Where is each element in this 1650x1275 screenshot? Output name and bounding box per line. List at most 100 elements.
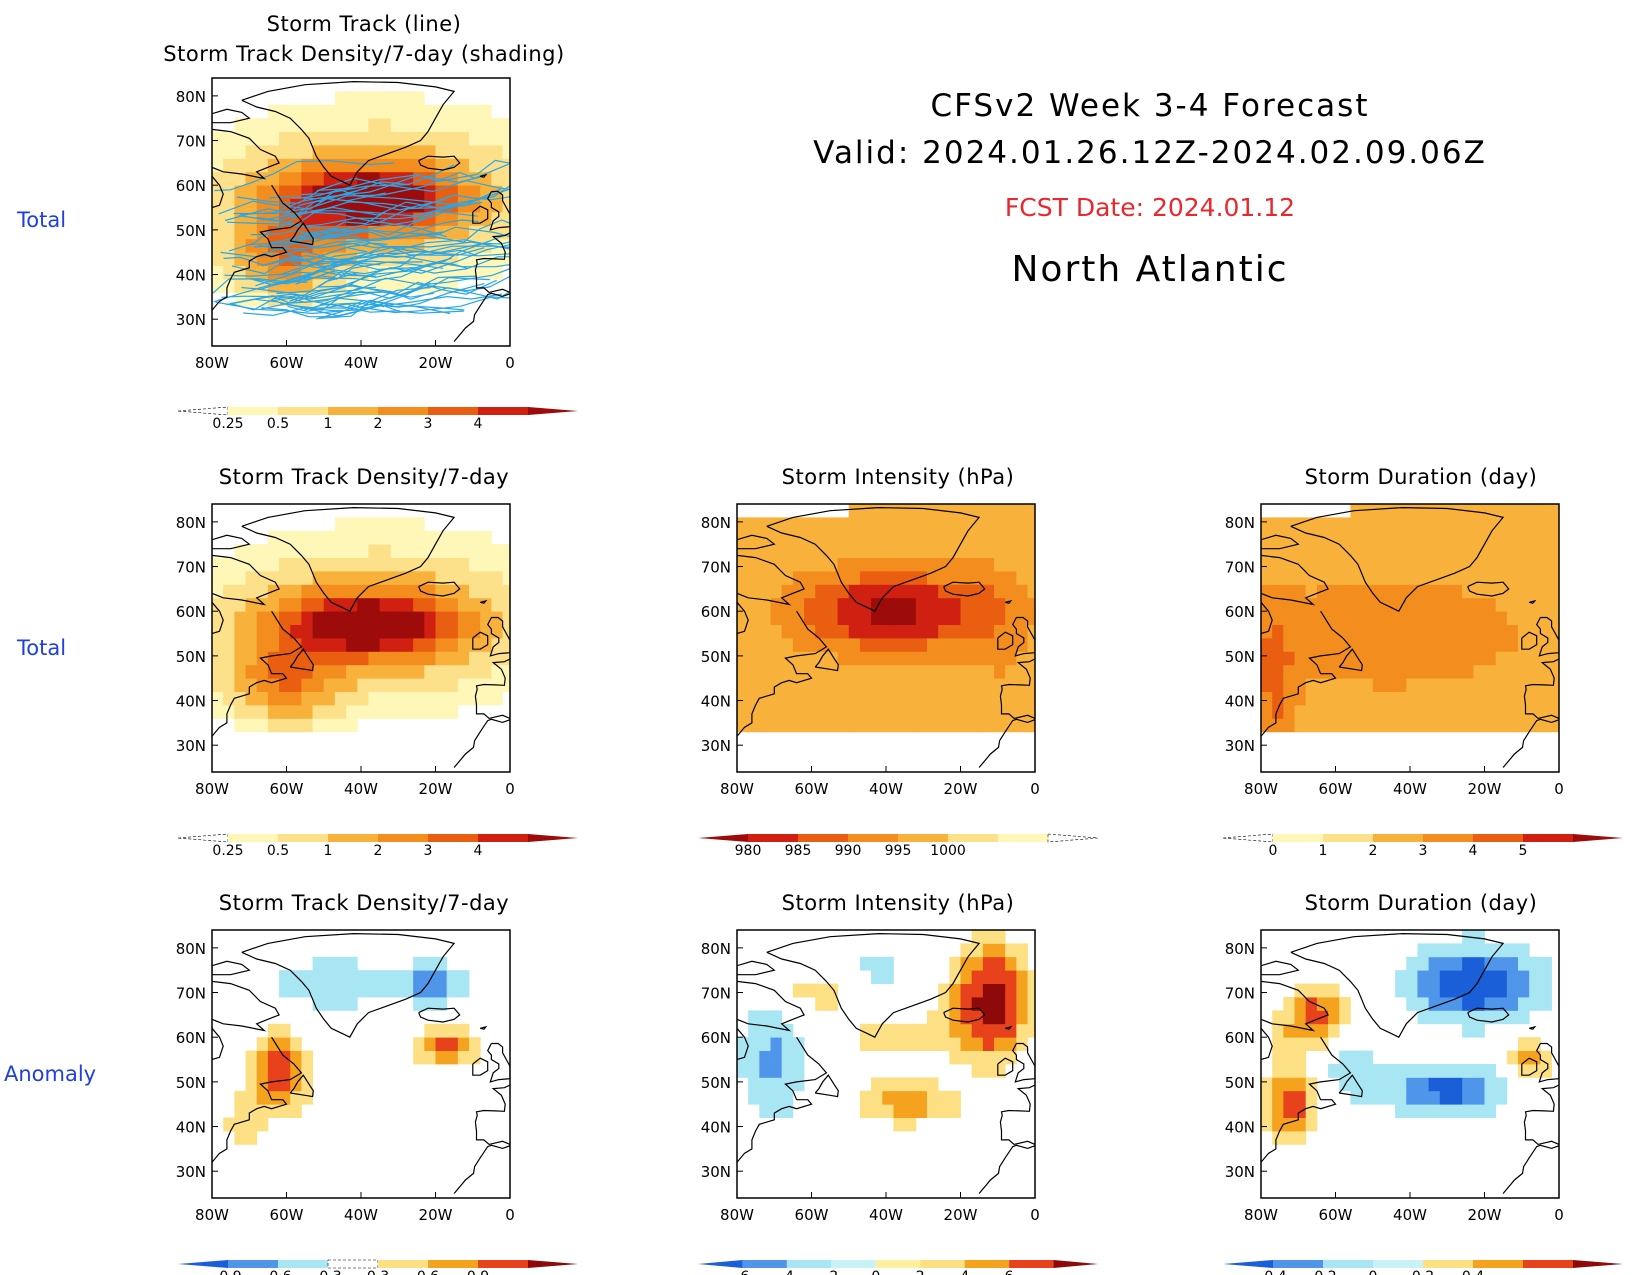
lon-tick-label: 60W	[795, 1206, 829, 1224]
panel1-storm-track-map: 80N 70N 60N 50N 40N 30N 80W 60W 40W 20W 0	[176, 77, 515, 372]
lat-tick-label: 80N	[1225, 514, 1255, 532]
lat-tick-label: 70N	[176, 133, 206, 151]
lat-tick-label: 30N	[176, 737, 206, 755]
lat-tick-label: 80N	[701, 514, 731, 532]
colorbar-swatch	[1373, 1260, 1423, 1268]
panel3-intensity-map: 80N 70N 60N 50N 40N 30N 80W 60W 40W 20W 0	[701, 503, 1040, 798]
colorbar-label: 4	[960, 1269, 969, 1275]
colorbar-label: -4	[780, 1269, 794, 1275]
colorbar-swatch	[228, 407, 278, 415]
lat-tick-label: 60N	[176, 1029, 206, 1047]
valid-period: Valid: 2024.01.26.12Z-2024.02.09.06Z	[813, 135, 1487, 171]
lon-tick-label: 20W	[944, 780, 978, 798]
colorbar-label: 1000	[930, 843, 966, 859]
lon-tick-label: 80W	[720, 1206, 754, 1224]
panel5-title: Storm Track Density/7-day	[218, 891, 510, 915]
colorbar-swatch	[228, 834, 278, 842]
colorbar-swatch	[831, 1260, 876, 1268]
colorbar-label: 985	[785, 843, 812, 859]
colorbar-label: 2	[374, 843, 383, 859]
lat-tick-label: 30N	[701, 1163, 731, 1181]
colorbar-swatch	[428, 407, 478, 415]
panel4-title: Storm Duration (day)	[1304, 465, 1538, 489]
colorbar-swatch	[875, 1260, 921, 1268]
colorbar-label: 4	[474, 416, 483, 432]
lon-tick-label: 80W	[195, 780, 229, 798]
lat-tick-label: 60N	[1225, 1029, 1255, 1047]
lat-tick-label: 60N	[1225, 603, 1255, 621]
lon-tick-label: 20W	[419, 1206, 453, 1224]
colorbar-label: 0.25	[212, 843, 243, 859]
lat-tick-label: 30N	[1225, 737, 1255, 755]
lon-tick-label: 40W	[344, 354, 378, 372]
colorbar-label: 0.3	[367, 1269, 389, 1275]
colorbar-swatch	[1223, 1260, 1273, 1268]
lat-tick-label: 50N	[176, 1074, 206, 1092]
colorbar-label: 2	[374, 416, 383, 432]
colorbar-duration-anomaly: -0.4 -0.2 0 0.2 0.4	[1223, 1260, 1623, 1275]
panel7-title: Storm Duration (day)	[1304, 891, 1538, 915]
region-name: North Atlantic	[1011, 249, 1289, 290]
colorbar-label: -0.3	[314, 1269, 341, 1275]
forecast-date: FCST Date: 2024.01.12	[1004, 193, 1296, 222]
lat-tick-label: 40N	[701, 693, 731, 711]
panel1-title-line1: Storm Track (line)	[266, 12, 462, 36]
lon-tick-label: 80W	[1244, 780, 1278, 798]
colorbar-swatch	[1053, 1260, 1098, 1268]
colorbar-label: 0.5	[267, 416, 289, 432]
lat-tick-label: 70N	[176, 559, 206, 577]
colorbar-swatch	[742, 1260, 787, 1268]
lon-tick-label: 60W	[1319, 780, 1353, 798]
colorbar-swatch	[1273, 1260, 1323, 1268]
panel6-title: Storm Intensity (hPa)	[781, 891, 1015, 915]
colorbar-swatch	[327, 1259, 379, 1269]
lon-tick-label: 0	[1554, 780, 1564, 798]
colorbar-swatch	[1373, 834, 1423, 842]
colorbar-swatch	[528, 834, 578, 842]
colorbar-label: -0.6	[264, 1269, 291, 1275]
lon-tick-label: 60W	[270, 1206, 304, 1224]
colorbar-swatch	[428, 834, 478, 842]
colorbar-swatch	[798, 834, 848, 842]
lon-tick-label: 40W	[344, 1206, 378, 1224]
row-label-anomaly: Anomaly	[4, 1062, 97, 1086]
lon-tick-label: 40W	[869, 780, 903, 798]
colorbar-label: 4	[1469, 843, 1478, 859]
lat-tick-label: 70N	[1225, 985, 1255, 1003]
colorbar-swatch	[1573, 834, 1623, 842]
colorbar-swatch	[177, 406, 229, 416]
colorbar-label: 0.4	[1462, 1269, 1484, 1275]
colorbar-swatch	[698, 1260, 743, 1268]
lon-tick-label: 0	[1030, 1206, 1040, 1224]
colorbar-label: 4	[474, 843, 483, 859]
colorbar-label: 1	[324, 416, 333, 432]
colorbar-label: 1	[324, 843, 333, 859]
row-label-total-2: Total	[17, 636, 67, 660]
colorbar-swatch	[278, 407, 328, 415]
colorbar-swatch	[1523, 1260, 1573, 1268]
lat-tick-label: 40N	[176, 1119, 206, 1137]
colorbar-swatch	[478, 407, 528, 415]
colorbar-swatch	[1423, 1260, 1473, 1268]
colorbar-label: 0	[1369, 1269, 1378, 1275]
colorbar-swatch	[328, 834, 378, 842]
colorbar-label: 1	[1319, 843, 1328, 859]
colorbar-swatch	[228, 1260, 278, 1268]
lat-tick-label: 40N	[1225, 693, 1255, 711]
row-label-total-1: Total	[17, 208, 67, 232]
forecast-title: CFSv2 Week 3-4 Forecast	[930, 88, 1370, 124]
colorbar-label: 2	[1369, 843, 1378, 859]
lat-tick-label: 30N	[176, 1163, 206, 1181]
lon-tick-label: 0	[505, 1206, 515, 1224]
panel1-title-line2: Storm Track Density/7-day (shading)	[163, 42, 565, 66]
colorbar-duration: 0 1 2 3 4 5	[1222, 833, 1623, 859]
colorbar-swatch	[964, 1260, 1010, 1268]
colorbar-swatch	[328, 407, 378, 415]
colorbar-swatch	[998, 834, 1048, 842]
colorbar-intensity: 980 985 990 995 1000	[698, 833, 1099, 859]
lat-tick-label: 60N	[176, 603, 206, 621]
colorbar-swatch	[948, 834, 998, 842]
colorbar-swatch	[378, 834, 428, 842]
lat-tick-label: 80N	[176, 940, 206, 958]
colorbar-intensity-anomaly: -6 -4 -2 0 2 4 6	[698, 1260, 1098, 1275]
